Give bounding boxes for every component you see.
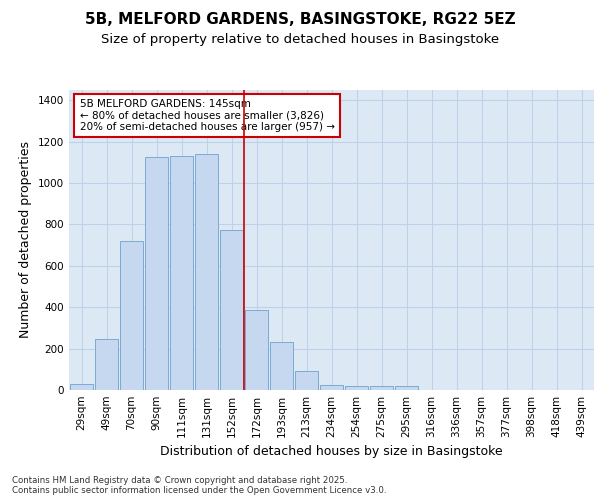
Text: Size of property relative to detached houses in Basingstoke: Size of property relative to detached ho… [101, 32, 499, 46]
Bar [170, 156, 193, 390]
Text: 5B, MELFORD GARDENS, BASINGSTOKE, RG22 5EZ: 5B, MELFORD GARDENS, BASINGSTOKE, RG22 5… [85, 12, 515, 28]
Bar [245, 310, 268, 390]
Bar [395, 386, 418, 390]
X-axis label: Distribution of detached houses by size in Basingstoke: Distribution of detached houses by size … [160, 446, 503, 458]
Text: 5B MELFORD GARDENS: 145sqm
← 80% of detached houses are smaller (3,826)
20% of s: 5B MELFORD GARDENS: 145sqm ← 80% of deta… [79, 99, 335, 132]
Bar [295, 372, 318, 390]
Bar [270, 342, 293, 390]
Bar [370, 386, 393, 390]
Bar [220, 230, 243, 390]
Bar [345, 386, 368, 390]
Bar [120, 241, 143, 390]
Y-axis label: Number of detached properties: Number of detached properties [19, 142, 32, 338]
Bar [95, 340, 118, 390]
Bar [70, 384, 93, 390]
Bar [195, 154, 218, 390]
Text: Contains HM Land Registry data © Crown copyright and database right 2025.
Contai: Contains HM Land Registry data © Crown c… [12, 476, 386, 495]
Bar [145, 157, 168, 390]
Bar [320, 385, 343, 390]
